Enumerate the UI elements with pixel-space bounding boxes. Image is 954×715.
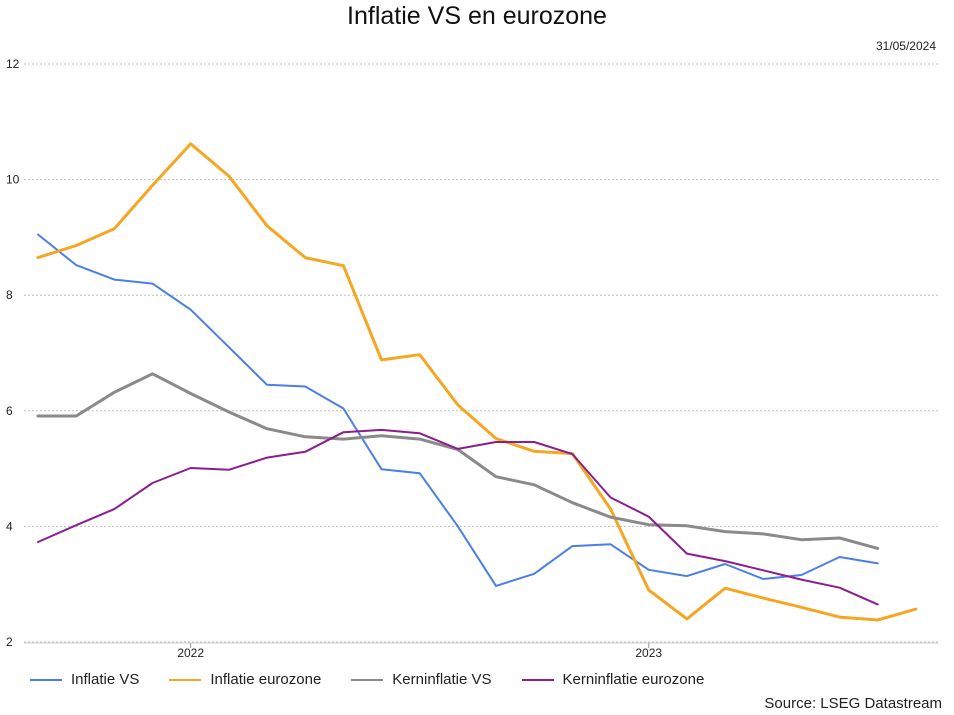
legend-swatch [351, 678, 384, 681]
y-tick-label: 10 [6, 173, 20, 187]
legend-label: Inflatie VS [71, 671, 140, 688]
x-tick-label: 2023 [635, 646, 662, 660]
gridlines [24, 63, 938, 643]
legend-item-inflatie-eurozone: Inflatie eurozone [169, 671, 321, 688]
axes: 24681012202220232024 [6, 57, 938, 660]
y-tick-label: 2 [6, 635, 13, 649]
legend-swatch [30, 678, 62, 681]
series-line-kerninflatie-eurozone [37, 428, 879, 606]
legend-item-inflatie-vs: Inflatie VS [30, 671, 139, 688]
legend-label: Inflatie eurozone [210, 671, 322, 688]
legend-item-kerninflatie-vs: Kerninflatie VS [351, 671, 492, 688]
legend-swatch [521, 678, 554, 681]
x-tick-label: 2022 [177, 646, 204, 660]
y-tick-label: 4 [6, 519, 13, 533]
series-line-inflatie-eurozone [36, 142, 918, 622]
series-line-kerninflatie-vs [36, 372, 880, 550]
source-note: Source: LSEG Datastream [764, 695, 942, 712]
legend-label: Kerninflatie eurozone [562, 671, 705, 688]
legend-swatch [169, 678, 202, 681]
chart-title: Inflatie VS en eurozone [347, 2, 607, 30]
y-tick-label: 8 [6, 288, 13, 302]
y-tick-label: 12 [6, 57, 20, 71]
date-label: 31/05/2024 [875, 39, 936, 53]
y-tick-label: 6 [6, 404, 13, 418]
legend-item-kerninflatie-eurozone: Kerninflatie eurozone [521, 671, 705, 688]
legend: Inflatie VS Inflatie eurozone Kerninflat… [30, 671, 734, 688]
series-lines [36, 142, 918, 622]
legend-label: Kerninflatie VS [392, 671, 492, 688]
series-line-inflatie-vs [37, 233, 879, 587]
